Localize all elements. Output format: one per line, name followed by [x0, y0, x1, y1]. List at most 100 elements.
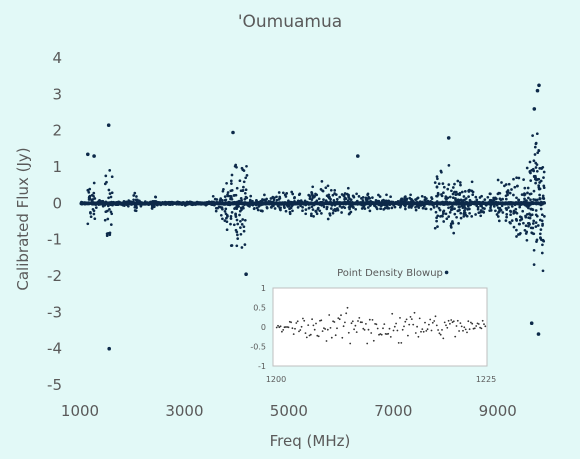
data-point — [486, 195, 490, 199]
data-point — [504, 197, 508, 201]
data-point — [133, 205, 137, 209]
y-tick-label: -3 — [47, 303, 62, 321]
data-point — [531, 134, 534, 137]
data-point — [278, 206, 282, 210]
data-point — [439, 169, 443, 173]
data-point — [321, 189, 325, 193]
data-point — [526, 186, 530, 190]
data-point — [309, 214, 313, 218]
outlier-point — [536, 332, 541, 336]
data-point — [322, 205, 326, 209]
data-point — [245, 174, 249, 177]
data-point — [110, 212, 114, 216]
data-point — [281, 191, 285, 195]
inset-data-point — [401, 328, 404, 331]
inset-data-point — [460, 325, 463, 328]
inset-data-point — [304, 332, 307, 334]
data-point — [230, 173, 234, 177]
data-point — [315, 212, 319, 216]
data-point — [457, 205, 461, 209]
data-point — [89, 210, 92, 214]
data-point — [518, 222, 521, 226]
inset-data-point — [355, 331, 358, 333]
data-point — [277, 198, 281, 201]
data-point — [420, 194, 424, 198]
data-point — [498, 207, 501, 211]
data-point — [348, 207, 351, 211]
data-point — [318, 209, 322, 213]
data-point — [236, 237, 240, 240]
data-point — [489, 206, 492, 210]
data-point — [230, 211, 234, 214]
data-point — [517, 176, 521, 180]
inset-title: Point Density Blowup — [337, 268, 443, 279]
inset-data-point — [441, 329, 443, 331]
data-point — [471, 193, 475, 197]
inset-data-point — [287, 326, 290, 329]
inset-data-point — [407, 334, 409, 337]
data-point — [278, 195, 282, 199]
data-point — [536, 224, 540, 227]
data-point — [538, 232, 542, 236]
data-point — [537, 184, 541, 187]
inset-data-point — [277, 324, 279, 327]
outlier-point — [107, 346, 111, 351]
inset-data-point — [284, 326, 287, 328]
inset-data-point — [311, 318, 313, 321]
inset-data-point — [451, 321, 454, 324]
inset-data-point — [341, 336, 344, 339]
data-point — [540, 251, 544, 255]
data-point — [510, 205, 514, 208]
data-point — [374, 199, 378, 202]
inset-data-point — [316, 334, 319, 337]
data-point — [135, 195, 138, 198]
data-point — [327, 193, 331, 197]
data-point — [435, 185, 439, 189]
data-point — [447, 164, 451, 167]
inset-data-point — [378, 333, 380, 336]
inset-data-point — [458, 330, 460, 332]
inset-data-point — [455, 325, 458, 327]
data-point — [531, 222, 535, 225]
data-point — [272, 198, 276, 202]
inset-data-point — [317, 335, 320, 338]
inset-data-point — [347, 331, 350, 334]
data-point — [226, 191, 230, 194]
data-point — [109, 195, 113, 199]
data-point — [311, 185, 315, 189]
data-point — [90, 193, 94, 197]
data-point — [480, 194, 483, 198]
data-point — [534, 225, 538, 228]
data-point — [448, 195, 452, 199]
data-point — [331, 211, 335, 215]
data-point — [255, 206, 259, 210]
data-point — [261, 209, 264, 213]
data-point — [275, 195, 278, 199]
inset-data-point — [396, 329, 399, 332]
inset-data-point — [371, 319, 374, 321]
inset-data-point — [379, 333, 382, 335]
data-point — [500, 181, 503, 184]
data-point — [224, 212, 228, 216]
data-point — [229, 189, 233, 193]
inset-data-point — [324, 328, 327, 330]
inset-data-point — [404, 320, 407, 323]
data-point — [514, 207, 518, 211]
inset-data-point — [429, 318, 432, 321]
inset-data-point — [344, 321, 346, 324]
inset-data-point — [414, 332, 417, 334]
inset-data-point — [282, 329, 285, 331]
data-point — [433, 226, 437, 230]
inset-data-point — [437, 329, 439, 331]
data-point — [109, 223, 113, 226]
data-point — [379, 207, 382, 211]
data-point — [277, 191, 281, 194]
data-point — [503, 184, 506, 188]
data-point — [221, 198, 224, 202]
outlier-point — [244, 272, 248, 277]
data-point — [317, 197, 321, 201]
data-point — [385, 193, 388, 197]
data-point — [524, 232, 528, 235]
inset-data-point — [313, 328, 316, 331]
data-point — [470, 180, 474, 184]
